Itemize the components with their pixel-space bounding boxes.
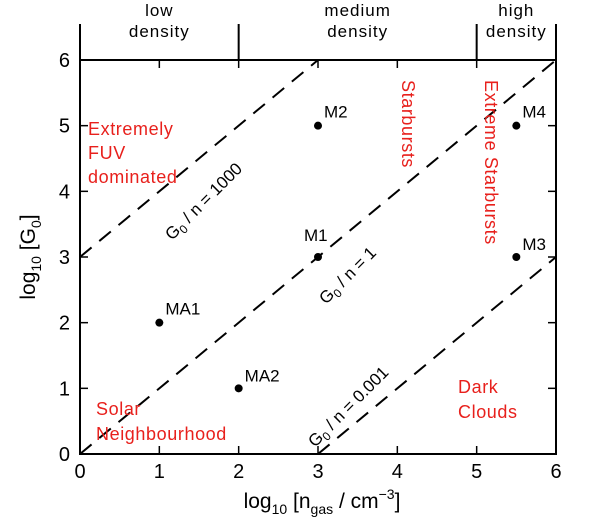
region-label: dominated xyxy=(88,167,177,187)
axis-labels: log10 [ngas / cm−3] log10 [G0] xyxy=(17,214,400,517)
x-tick-label: 2 xyxy=(233,461,244,483)
density-band-label: density xyxy=(129,22,190,41)
axis-ticks: 0 1 2 3 4 5 6 0 1 2 3 4 5 6 xyxy=(59,50,562,483)
point-label: M4 xyxy=(522,103,546,122)
density-band-label: low xyxy=(145,1,174,20)
region-label: Extreme Starbursts xyxy=(481,80,501,245)
y-tick-label: 3 xyxy=(59,247,70,269)
region-label: Extremely xyxy=(88,119,173,139)
ratio-line-label: G0 / n = 1 xyxy=(315,243,382,310)
x-tick-label: 0 xyxy=(74,461,85,483)
density-band-label: density xyxy=(486,22,547,41)
point-m2 xyxy=(314,121,322,130)
x-tick-label: 6 xyxy=(550,461,561,483)
x-tick-label: 3 xyxy=(312,461,323,483)
region-label: Starbursts xyxy=(398,80,418,168)
density-band-label: density xyxy=(327,22,388,41)
y-tick-label: 2 xyxy=(59,313,70,335)
density-band-label: medium xyxy=(324,1,390,20)
density-band-label: high xyxy=(498,1,534,20)
x-axis-label: log10 [ngas / cm−3] xyxy=(244,486,401,517)
point-ma1 xyxy=(155,318,164,327)
region-label: Neighbourhood xyxy=(96,424,227,444)
point-m4 xyxy=(512,121,521,130)
y-tick-label: 5 xyxy=(59,116,70,138)
y-tick-label: 4 xyxy=(59,181,70,203)
y-tick-label: 6 xyxy=(59,50,70,72)
ratio-line xyxy=(79,59,319,258)
point-label: M3 xyxy=(522,235,546,254)
region-labels: Extremely FUV dominated Starbursts Extreme S… xyxy=(88,80,518,444)
point-label: MA1 xyxy=(165,300,200,319)
x-tick-label: 4 xyxy=(392,461,403,483)
point-label: MA2 xyxy=(245,366,280,385)
point-m3 xyxy=(512,253,521,261)
x-tick-label: 1 xyxy=(154,461,165,483)
y-tick-label: 1 xyxy=(59,378,70,400)
x-tick-label: 5 xyxy=(471,461,482,483)
point-label: M2 xyxy=(324,103,348,122)
point-label: M1 xyxy=(304,226,328,245)
ratio-line-label: G0 / n = 0.001 xyxy=(304,363,394,453)
region-label: Solar xyxy=(96,399,141,419)
region-label: Dark xyxy=(458,377,499,397)
region-label: Clouds xyxy=(458,402,518,422)
y-tick-label: 0 xyxy=(59,444,70,466)
region-label: FUV xyxy=(88,143,126,163)
point-m1 xyxy=(314,253,322,261)
ratio-line xyxy=(317,256,557,455)
density-bands: low density medium density high density xyxy=(79,1,557,60)
y-axis-label: log10 [G0] xyxy=(17,214,44,299)
point-ma2 xyxy=(234,384,243,393)
data-points: M1 M2 M3 M4 MA1 MA2 xyxy=(155,103,546,393)
